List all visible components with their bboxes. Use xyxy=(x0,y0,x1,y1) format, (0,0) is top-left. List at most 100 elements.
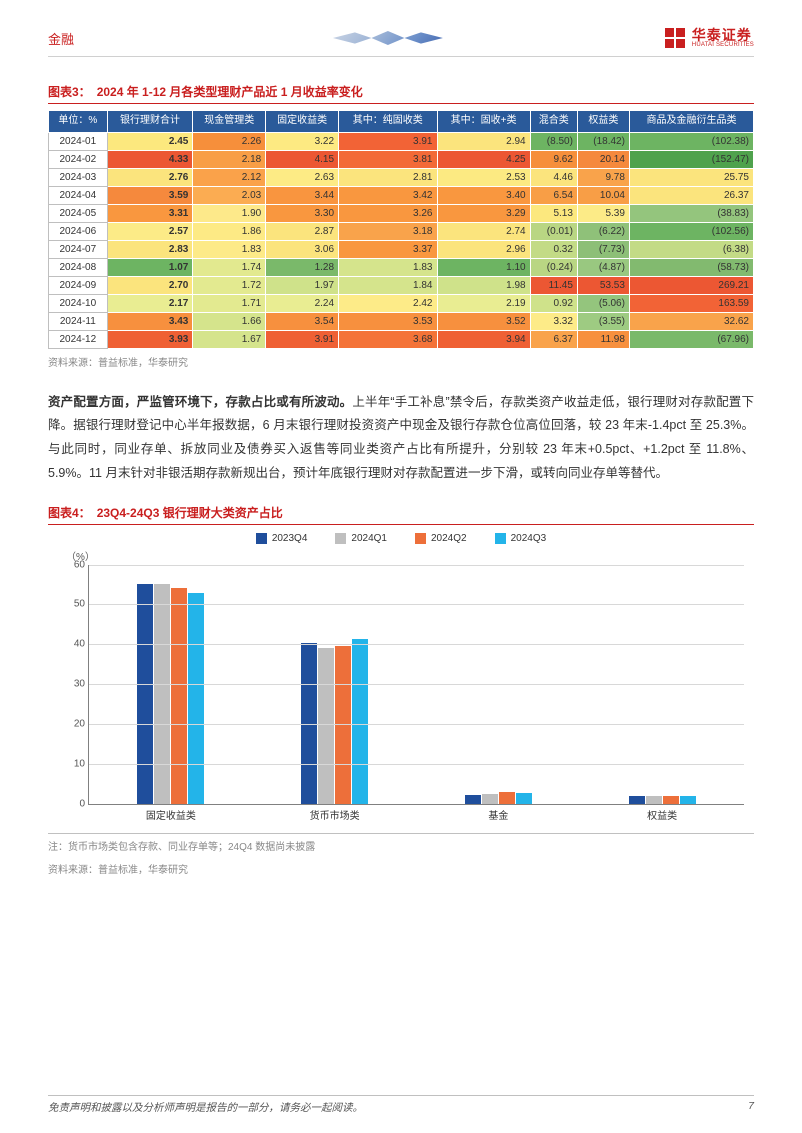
value-cell: 9.62 xyxy=(530,150,577,168)
period-cell: 2024-11 xyxy=(49,312,108,330)
x-label: 固定收益类 xyxy=(89,807,253,822)
bar xyxy=(318,648,334,803)
fig3-label: 图表3： xyxy=(48,85,91,99)
value-cell: 1.84 xyxy=(339,276,437,294)
value-cell: 2.12 xyxy=(193,168,266,186)
value-cell: 3.30 xyxy=(266,204,339,222)
value-cell: 2.26 xyxy=(193,132,266,150)
value-cell: 3.06 xyxy=(266,240,339,258)
value-cell: 3.32 xyxy=(530,312,577,330)
value-cell: 4.25 xyxy=(437,150,530,168)
x-label: 货币市场类 xyxy=(253,807,417,822)
fig3-title-bar: 图表3：2024 年 1-12 月各类型理财产品近 1 月收益率变化 xyxy=(48,83,754,104)
bar xyxy=(188,593,204,803)
legend-swatch xyxy=(495,533,506,544)
value-cell: 3.43 xyxy=(107,312,193,330)
legend-item: 2024Q3 xyxy=(495,533,547,544)
category-label: 金融 xyxy=(48,29,74,48)
value-cell: (18.42) xyxy=(577,132,629,150)
legend-item: 2023Q4 xyxy=(256,533,308,544)
value-cell: 3.26 xyxy=(339,204,437,222)
value-cell: 1.90 xyxy=(193,204,266,222)
value-cell: 4.33 xyxy=(107,150,193,168)
col-6: 权益类 xyxy=(577,111,629,133)
legend-swatch xyxy=(415,533,426,544)
col-2: 固定收益类 xyxy=(266,111,339,133)
value-cell: 1.28 xyxy=(266,258,339,276)
value-cell: (102.38) xyxy=(629,132,753,150)
value-cell: 3.91 xyxy=(266,330,339,348)
fig3-source: 资料来源：普益标准，华泰研究 xyxy=(48,354,754,369)
fig3-thead: 单位：% 银行理财合计 现金管理类 固定收益类 其中：纯固收类 其中：固收+类 … xyxy=(49,111,754,133)
bar xyxy=(663,796,679,804)
value-cell: (6.22) xyxy=(577,222,629,240)
value-cell: 3.29 xyxy=(437,204,530,222)
col-4: 其中：固收+类 xyxy=(437,111,530,133)
value-cell: 3.40 xyxy=(437,186,530,204)
bar xyxy=(137,584,153,804)
value-cell: 1.97 xyxy=(266,276,339,294)
period-cell: 2024-04 xyxy=(49,186,108,204)
value-cell: 0.92 xyxy=(530,294,577,312)
period-cell: 2024-10 xyxy=(49,294,108,312)
value-cell: 20.14 xyxy=(577,150,629,168)
value-cell: 4.46 xyxy=(530,168,577,186)
value-cell: (7.73) xyxy=(577,240,629,258)
bar xyxy=(465,795,481,804)
fig4-chart: 2023Q42024Q12024Q22024Q3 （%） 固定收益类货币市场类基… xyxy=(48,533,754,834)
value-cell: (67.96) xyxy=(629,330,753,348)
bar xyxy=(516,793,532,803)
col-1: 现金管理类 xyxy=(193,111,266,133)
table-row: 2024-092.701.721.971.841.9811.4553.53269… xyxy=(49,276,754,294)
value-cell: 5.39 xyxy=(577,204,629,222)
value-cell: 1.10 xyxy=(437,258,530,276)
period-cell: 2024-09 xyxy=(49,276,108,294)
gridline xyxy=(89,724,744,725)
col-5: 混合类 xyxy=(530,111,577,133)
value-cell: (3.55) xyxy=(577,312,629,330)
table-row: 2024-102.171.712.242.422.190.92(5.06)163… xyxy=(49,294,754,312)
value-cell: (5.06) xyxy=(577,294,629,312)
value-cell: (102.56) xyxy=(629,222,753,240)
y-tick: 20 xyxy=(61,718,85,729)
col-7: 商品及金融衍生品类 xyxy=(629,111,753,133)
value-cell: 3.94 xyxy=(437,330,530,348)
y-tick: 0 xyxy=(61,798,85,809)
period-cell: 2024-12 xyxy=(49,330,108,348)
value-cell: 9.78 xyxy=(577,168,629,186)
value-cell: 1.98 xyxy=(437,276,530,294)
value-cell: 2.17 xyxy=(107,294,193,312)
value-cell: 2.81 xyxy=(339,168,437,186)
fig4-note: 注：货币市场类包含存款、同业存单等；24Q4 数据尚未披露 xyxy=(48,840,754,856)
y-tick: 40 xyxy=(61,639,85,650)
value-cell: 3.31 xyxy=(107,204,193,222)
value-cell: 2.63 xyxy=(266,168,339,186)
value-cell: 3.91 xyxy=(339,132,437,150)
value-cell: 0.32 xyxy=(530,240,577,258)
value-cell: 2.76 xyxy=(107,168,193,186)
unit-header: 单位：% xyxy=(49,111,108,133)
value-cell: 1.71 xyxy=(193,294,266,312)
page-footer: 免责声明和披露以及分析师声明是报告的一部分，请务必一起阅读。 7 xyxy=(48,1095,754,1115)
value-cell: 2.87 xyxy=(266,222,339,240)
plot-area: 固定收益类货币市场类基金权益类 0102030405060 xyxy=(88,565,744,805)
value-cell: 2.42 xyxy=(339,294,437,312)
page-header: 金融 华泰证券 HUATAI SECURITIES xyxy=(48,24,754,57)
value-cell: 2.74 xyxy=(437,222,530,240)
value-cell: 3.37 xyxy=(339,240,437,258)
value-cell: 1.07 xyxy=(107,258,193,276)
table-row: 2024-024.332.184.153.814.259.6220.14(152… xyxy=(49,150,754,168)
logo-cn: 华泰证券 xyxy=(692,28,754,42)
legend-swatch xyxy=(256,533,267,544)
value-cell: 5.13 xyxy=(530,204,577,222)
gridline xyxy=(89,644,744,645)
value-cell: 2.18 xyxy=(193,150,266,168)
value-cell: (152.47) xyxy=(629,150,753,168)
table-row: 2024-053.311.903.303.263.295.135.39(38.8… xyxy=(49,204,754,222)
value-cell: 2.57 xyxy=(107,222,193,240)
value-cell: 11.45 xyxy=(530,276,577,294)
legend-label: 2024Q1 xyxy=(351,533,387,544)
value-cell: 1.83 xyxy=(193,240,266,258)
y-tick: 10 xyxy=(61,758,85,769)
bar xyxy=(680,796,696,804)
